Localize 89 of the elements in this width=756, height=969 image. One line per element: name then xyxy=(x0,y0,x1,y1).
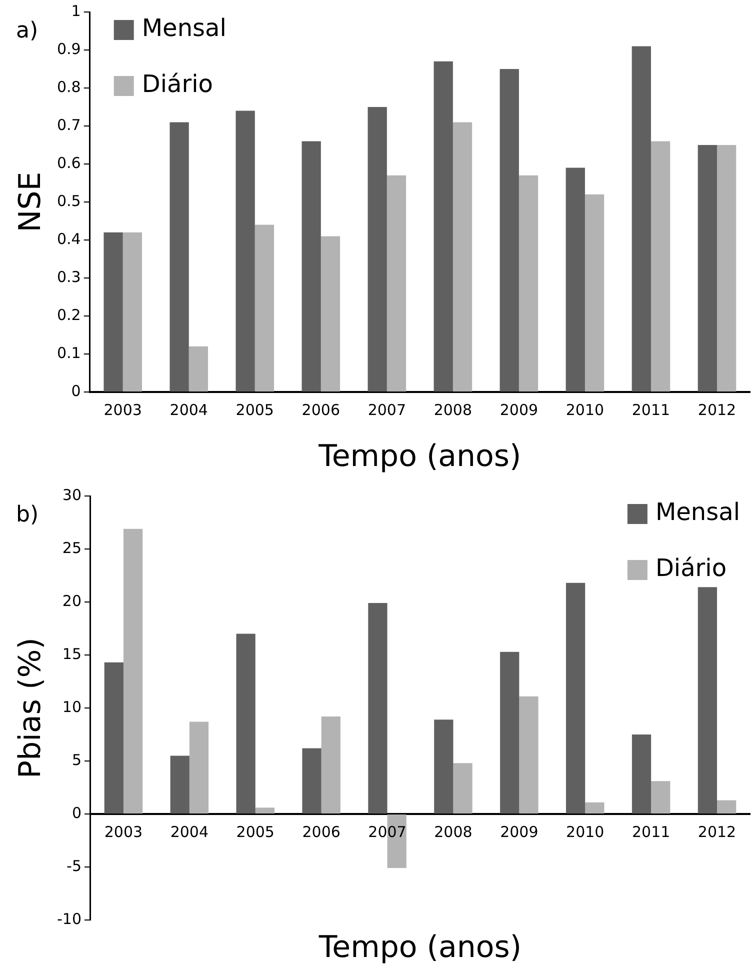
y-tick-label: 20 xyxy=(62,592,82,610)
x-tick-label: 2007 xyxy=(368,822,406,841)
bar xyxy=(386,175,406,392)
x-tick-label: 2005 xyxy=(236,400,274,419)
x-tick-label: 2010 xyxy=(566,400,604,419)
x-tick-label: 2009 xyxy=(500,400,538,419)
x-tick-label: 2004 xyxy=(170,400,208,419)
bar xyxy=(321,716,340,814)
bar xyxy=(566,582,586,814)
bar xyxy=(584,194,604,392)
bar xyxy=(255,808,274,814)
bar xyxy=(500,69,519,392)
y-axis-title: Pbias (%) xyxy=(12,638,48,778)
y-tick-label: -10 xyxy=(57,910,82,928)
bar xyxy=(320,236,340,392)
bar xyxy=(302,141,321,392)
y-tick-label: 0.7 xyxy=(56,116,81,134)
y-tick-label: 0.5 xyxy=(56,192,81,210)
bar xyxy=(453,763,472,814)
bar xyxy=(518,175,538,392)
legend-label: Diário xyxy=(142,70,213,98)
x-tick-label: 2007 xyxy=(368,400,406,419)
bar xyxy=(434,61,453,392)
x-tick-label: 2006 xyxy=(302,400,340,419)
y-tick-label: -5 xyxy=(66,856,82,875)
bar xyxy=(254,224,274,392)
y-tick-label: 0.2 xyxy=(56,306,81,324)
x-tick-label: 2009 xyxy=(500,822,538,841)
bar xyxy=(122,232,142,392)
legend-label: Mensal xyxy=(655,498,740,526)
y-tick-label: 0.6 xyxy=(56,154,81,172)
x-tick-label: 2005 xyxy=(236,822,274,841)
bar xyxy=(698,145,717,392)
y-tick-label: 0.4 xyxy=(56,230,81,248)
bar xyxy=(585,802,604,814)
bar xyxy=(519,696,538,814)
y-tick-label: 0.8 xyxy=(56,78,81,96)
y-tick-label: 0 xyxy=(71,382,81,400)
bar xyxy=(566,168,585,392)
x-tick-label: 2008 xyxy=(434,822,472,841)
x-axis-title: Tempo (anos) xyxy=(318,930,522,965)
x-tick-label: 2008 xyxy=(434,400,472,419)
bar xyxy=(302,748,322,814)
x-tick-label: 2006 xyxy=(302,822,340,841)
text: a) xyxy=(16,18,38,44)
legend-label: Mensal xyxy=(142,14,226,42)
y-tick-label: 0.1 xyxy=(56,344,81,362)
bar xyxy=(650,141,670,392)
text: b) xyxy=(16,502,39,528)
y-tick-label: 10 xyxy=(62,698,82,716)
x-tick-label: 2012 xyxy=(698,400,736,419)
bar xyxy=(368,603,388,814)
bar xyxy=(170,756,190,814)
x-tick-label: 2012 xyxy=(698,822,736,841)
x-tick-label: 2003 xyxy=(104,400,142,419)
bar xyxy=(104,232,123,392)
bar xyxy=(236,634,256,814)
x-tick-label: 2004 xyxy=(170,822,209,841)
y-tick-label: 0 xyxy=(72,804,82,822)
bar xyxy=(170,122,189,392)
bar xyxy=(717,800,736,814)
y-tick-label: 25 xyxy=(62,538,82,557)
y-tick-label: 1 xyxy=(71,2,81,20)
bar xyxy=(500,652,520,814)
x-tick-label: 2011 xyxy=(632,822,670,841)
y-axis-title: NSE xyxy=(12,172,48,232)
bar xyxy=(236,110,255,392)
bar xyxy=(434,720,454,814)
x-tick-label: 2003 xyxy=(104,822,143,841)
bar xyxy=(698,587,718,814)
y-tick-label: 15 xyxy=(62,644,82,663)
bar xyxy=(632,46,651,392)
bar xyxy=(188,346,208,392)
x-tick-label: 2011 xyxy=(632,400,670,419)
bar xyxy=(189,722,209,814)
y-tick-label: 0.3 xyxy=(56,268,81,286)
bar xyxy=(716,145,736,392)
bar xyxy=(104,662,124,814)
y-tick-label: 0.9 xyxy=(56,40,81,58)
bar xyxy=(651,781,670,814)
legend-label: Diário xyxy=(655,554,727,582)
x-axis-title: Tempo (anos) xyxy=(318,438,522,474)
bar xyxy=(123,528,143,814)
x-tick-label: 2010 xyxy=(566,822,604,841)
bar xyxy=(452,122,472,392)
y-tick-label: 30 xyxy=(62,486,82,504)
bar xyxy=(368,107,387,392)
bar xyxy=(632,734,652,814)
y-tick-label: 5 xyxy=(72,750,82,769)
